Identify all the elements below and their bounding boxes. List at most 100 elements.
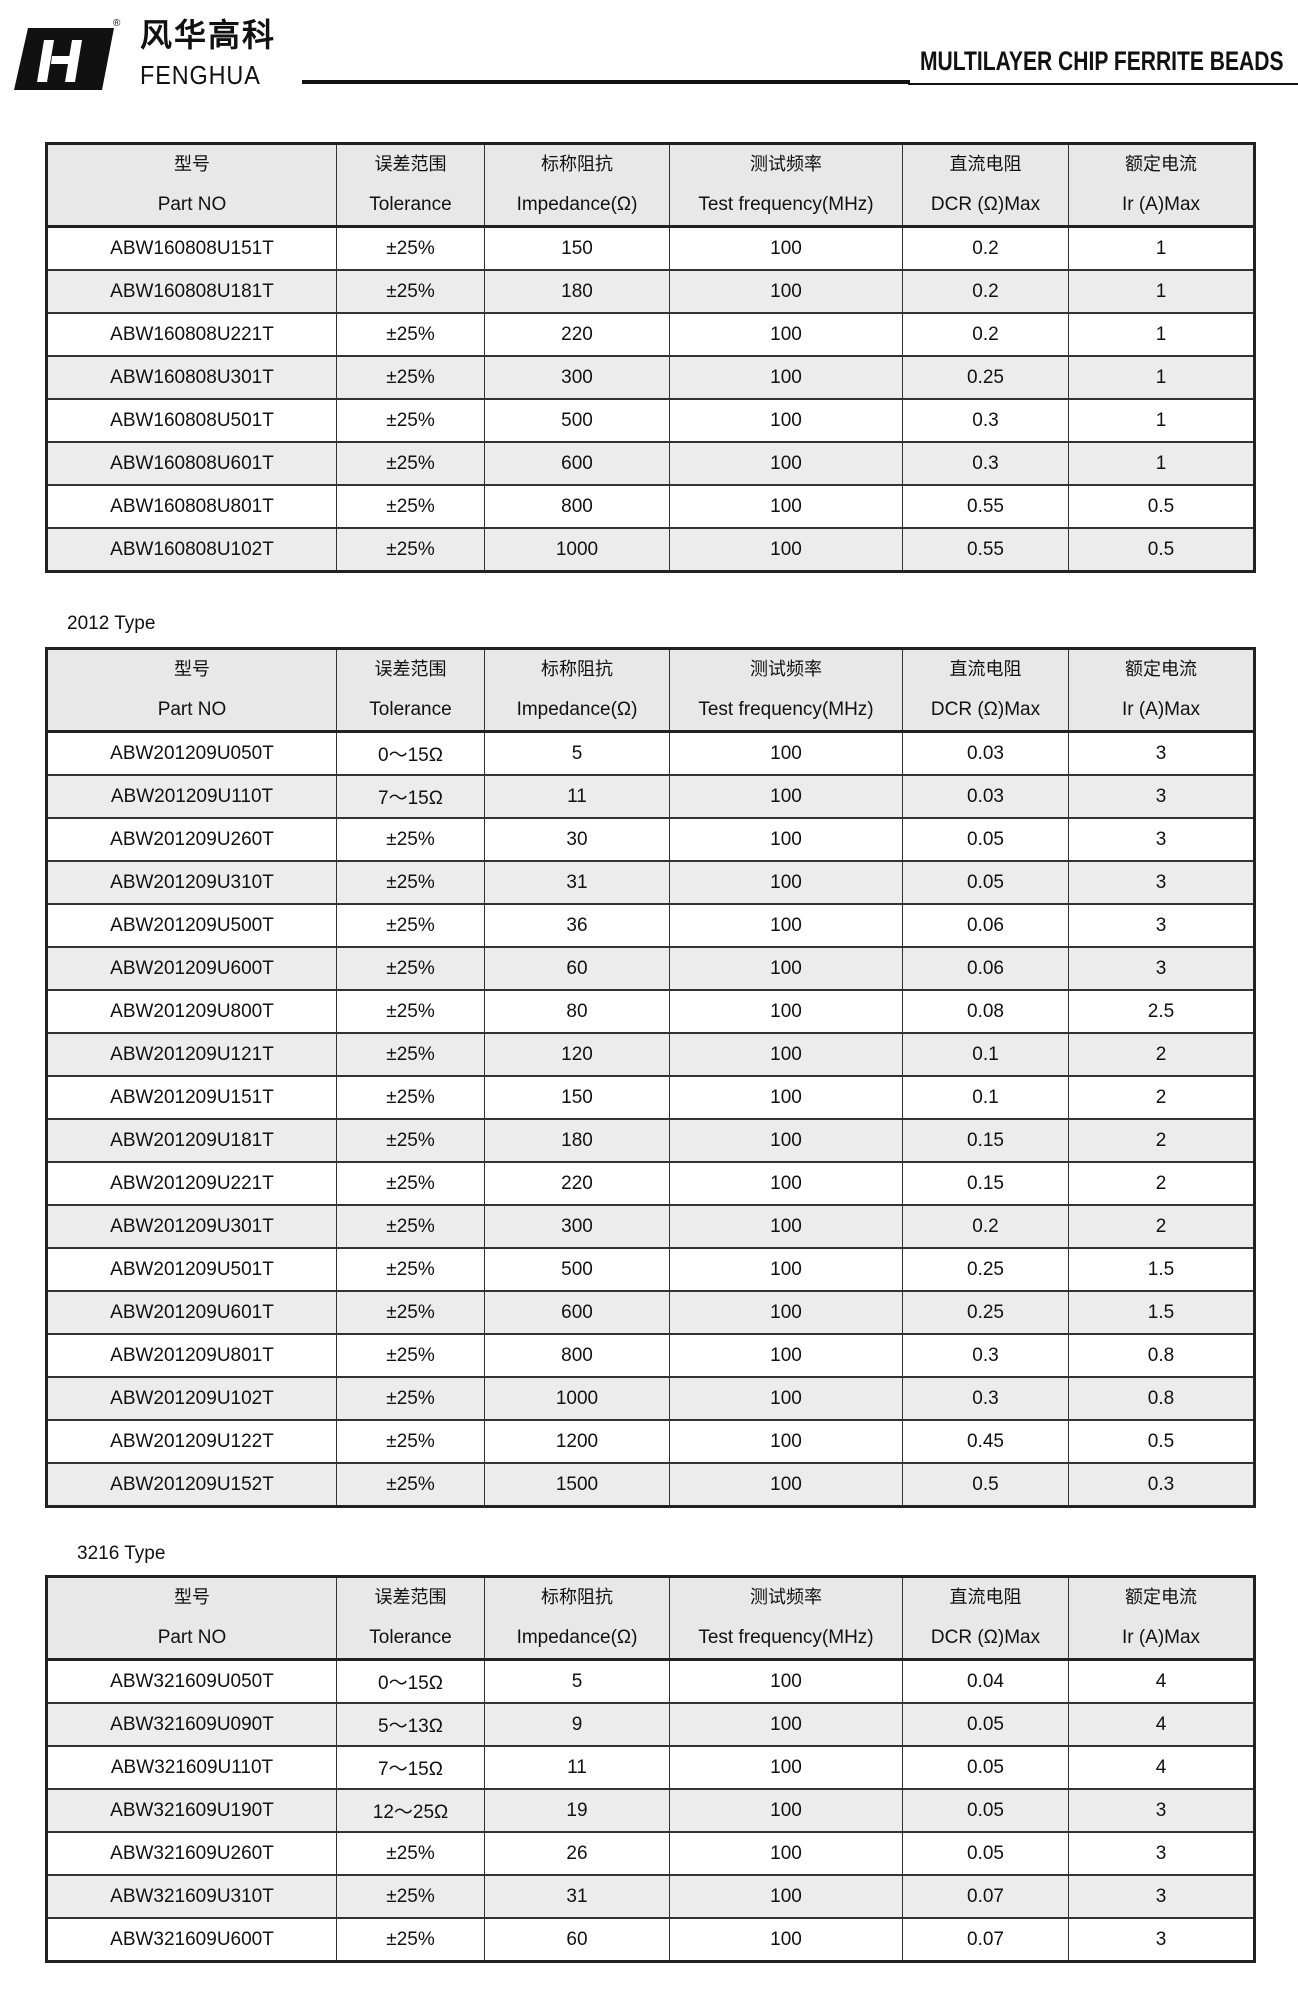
- table-row: ABW160808U601T ±25% 600 100 0.3 1: [46, 441, 1255, 486]
- column-header-rated-current: 额定电流 Ir (A)Max: [1068, 648, 1255, 732]
- cell-test-frequency: 100: [669, 1118, 903, 1163]
- cell-rated-current: 3: [1068, 1874, 1255, 1919]
- column-header-tolerance: 误差范围 Tolerance: [336, 648, 485, 732]
- cell-impedance: 600: [484, 1290, 670, 1335]
- cell-tolerance: ±25%: [336, 484, 485, 529]
- table-row: ABW321609U600T ±25% 60 100 0.07 3: [46, 1917, 1255, 1962]
- column-header-cn: 标称阻抗: [541, 154, 613, 175]
- cell-test-frequency: 100: [669, 1161, 903, 1206]
- cell-rated-current: 3: [1068, 1788, 1255, 1833]
- cell-tolerance: ±25%: [336, 398, 485, 443]
- cell-impedance: 150: [484, 226, 670, 271]
- table-row: ABW201209U800T ±25% 80 100 0.08 2.5: [46, 989, 1255, 1034]
- cell-dcr: 0.3: [902, 1333, 1069, 1378]
- column-header-en: Part NO: [157, 699, 227, 720]
- cell-rated-current: 2: [1068, 1032, 1255, 1077]
- column-header-en: Test frequency(MHz): [698, 1627, 874, 1648]
- cell-dcr: 0.08: [902, 989, 1069, 1034]
- header-row: 型号 Part NO 误差范围 Tolerance 标称阻抗 Impedance(Ω) 测试…: [46, 1576, 1255, 1660]
- cell-test-frequency: 100: [669, 731, 903, 776]
- cell-impedance: 300: [484, 355, 670, 400]
- cell-tolerance: ±25%: [336, 1032, 485, 1077]
- cell-rated-current: 0.8: [1068, 1333, 1255, 1378]
- column-header-cn: 型号: [174, 1587, 210, 1608]
- cell-test-frequency: 100: [669, 1247, 903, 1292]
- cell-tolerance: ±25%: [336, 355, 485, 400]
- cell-part-no: ABW160808U301T: [46, 355, 337, 400]
- table-row: ABW201209U601T ±25% 600 100 0.25 1.5: [46, 1290, 1255, 1335]
- cell-impedance: 220: [484, 1161, 670, 1206]
- cell-tolerance: ±25%: [336, 527, 485, 572]
- cell-tolerance: ±25%: [336, 1419, 485, 1464]
- cell-impedance: 5: [484, 1659, 670, 1704]
- cell-impedance: 120: [484, 1032, 670, 1077]
- cell-test-frequency: 100: [669, 1075, 903, 1120]
- cell-impedance: 300: [484, 1204, 670, 1249]
- cell-rated-current: 1: [1068, 355, 1255, 400]
- table-row: ABW201209U152T ±25% 1500 100 0.5 0.3: [46, 1462, 1255, 1507]
- cell-tolerance: ±25%: [336, 269, 485, 314]
- column-header-en: DCR (Ω)Max: [930, 699, 1041, 720]
- cell-tolerance: ±25%: [336, 1917, 485, 1962]
- cell-rated-current: 3: [1068, 860, 1255, 905]
- cell-rated-current: 3: [1068, 774, 1255, 819]
- cell-test-frequency: 100: [669, 1333, 903, 1378]
- cell-tolerance: ±25%: [336, 1204, 485, 1249]
- cell-test-frequency: 100: [669, 903, 903, 948]
- cell-test-frequency: 100: [669, 226, 903, 271]
- cell-tolerance: ±25%: [336, 817, 485, 862]
- cell-impedance: 31: [484, 1874, 670, 1919]
- cell-test-frequency: 100: [669, 860, 903, 905]
- cell-dcr: 0.05: [902, 1702, 1069, 1747]
- cell-dcr: 0.25: [902, 1247, 1069, 1292]
- cell-part-no: ABW321609U090T: [46, 1702, 337, 1747]
- cell-impedance: 1000: [484, 1376, 670, 1421]
- cell-part-no: ABW201209U110T: [46, 774, 337, 819]
- cell-rated-current: 2: [1068, 1161, 1255, 1206]
- table-row: ABW201209U121T ±25% 120 100 0.1 2: [46, 1032, 1255, 1077]
- column-header-part-no: 型号 Part NO: [46, 143, 337, 227]
- column-header-impedance: 标称阻抗 Impedance(Ω): [484, 648, 670, 732]
- cell-tolerance: 5～13Ω: [336, 1702, 485, 1747]
- cell-part-no: ABW321609U310T: [46, 1874, 337, 1919]
- column-header-part-no: 型号 Part NO: [46, 648, 337, 732]
- cell-part-no: ABW160808U181T: [46, 269, 337, 314]
- column-header-cn: 额定电流: [1125, 154, 1197, 175]
- cell-rated-current: 3: [1068, 817, 1255, 862]
- cell-part-no: ABW201209U800T: [46, 989, 337, 1034]
- table-row: ABW160808U501T ±25% 500 100 0.3 1: [46, 398, 1255, 443]
- column-header-rated-current: 额定电流 Ir (A)Max: [1068, 143, 1255, 227]
- cell-impedance: 500: [484, 398, 670, 443]
- header-row: 型号 Part NO 误差范围 Tolerance 标称阻抗 Impedance(Ω) 测试…: [46, 143, 1255, 227]
- table-row: ABW160808U801T ±25% 800 100 0.55 0.5: [46, 484, 1255, 529]
- cell-dcr: 0.2: [902, 1204, 1069, 1249]
- cell-rated-current: 3: [1068, 903, 1255, 948]
- cell-rated-current: 3: [1068, 1831, 1255, 1876]
- cell-rated-current: 0.5: [1068, 1419, 1255, 1464]
- cell-tolerance: 0～15Ω: [336, 731, 485, 776]
- cell-tolerance: ±25%: [336, 1462, 485, 1507]
- cell-impedance: 600: [484, 441, 670, 486]
- cell-tolerance: ±25%: [336, 903, 485, 948]
- cell-part-no: ABW201209U121T: [46, 1032, 337, 1077]
- table-row: ABW201209U110T 7～15Ω 11 100 0.03 3: [46, 774, 1255, 819]
- column-header-cn: 额定电流: [1125, 659, 1197, 680]
- cell-test-frequency: 100: [669, 1788, 903, 1833]
- cell-dcr: 0.3: [902, 398, 1069, 443]
- document-title: MULTILAYER CHIP FERRITE BEADS: [920, 46, 1284, 76]
- column-header-impedance: 标称阻抗 Impedance(Ω): [484, 1576, 670, 1660]
- table-row: ABW160808U102T ±25% 1000 100 0.55 0.5: [46, 527, 1255, 572]
- cell-dcr: 0.05: [902, 1745, 1069, 1790]
- cell-dcr: 0.03: [902, 731, 1069, 776]
- column-header-dcr: 直流电阻 DCR (Ω)Max: [902, 648, 1069, 732]
- column-header-cn: 直流电阻: [949, 659, 1022, 680]
- cell-dcr: 0.15: [902, 1161, 1069, 1206]
- cell-dcr: 0.07: [902, 1917, 1069, 1962]
- cell-dcr: 0.06: [902, 946, 1069, 991]
- cell-tolerance: 7～15Ω: [336, 1745, 485, 1790]
- cell-part-no: ABW201209U181T: [46, 1118, 337, 1163]
- cell-impedance: 180: [484, 1118, 670, 1163]
- cell-rated-current: 3: [1068, 946, 1255, 991]
- cell-rated-current: 2.5: [1068, 989, 1255, 1034]
- cell-impedance: 1500: [484, 1462, 670, 1507]
